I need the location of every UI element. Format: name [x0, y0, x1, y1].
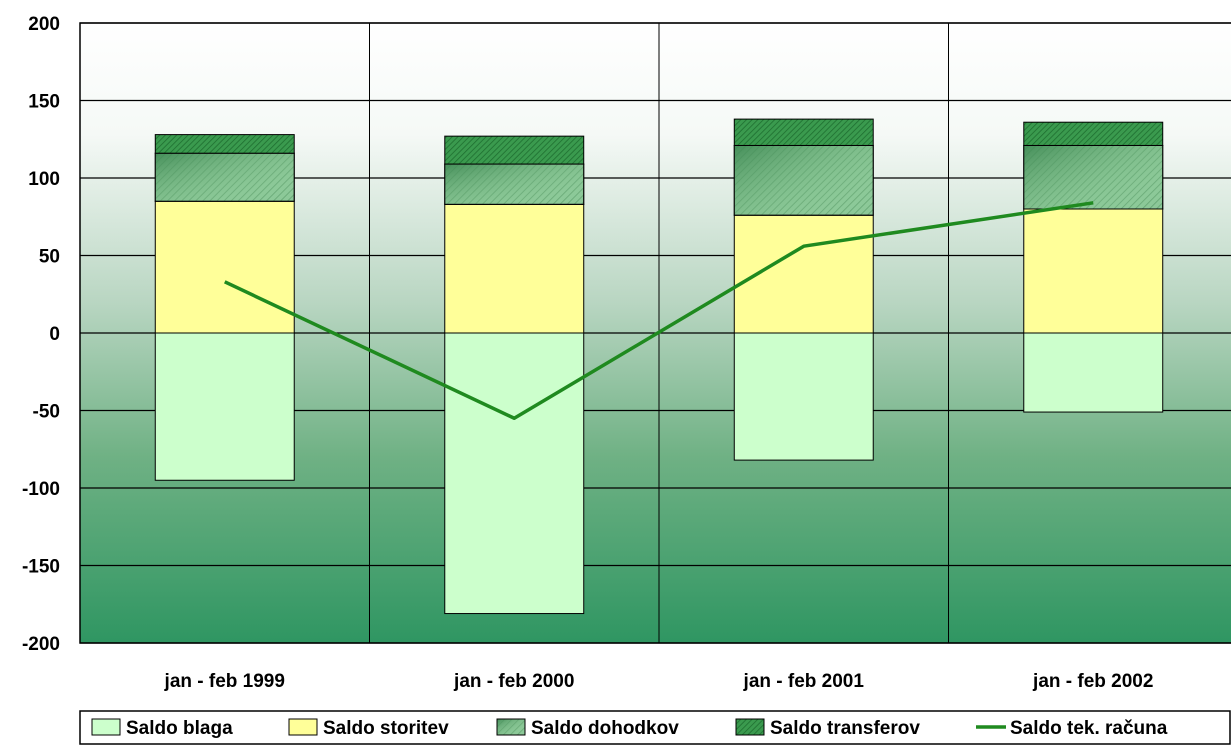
- bar-dohodkov-shade: [733, 144, 874, 216]
- legend-label: Saldo tek. računa: [1010, 718, 1168, 739]
- bar-transferov: [1023, 121, 1164, 146]
- legend-swatch-storitev: [288, 718, 318, 736]
- line-series: [224, 201, 1094, 420]
- bar-transferov: [733, 118, 874, 146]
- line-saldo-tek-racuna: [224, 201, 1094, 420]
- bar-storitev: [1023, 208, 1164, 334]
- bar-transferov: [444, 135, 585, 165]
- x-tick-label: jan - feb 2001: [743, 671, 865, 692]
- y-tick-label: -50: [33, 402, 60, 423]
- x-tick-label: jan - feb 2002: [1032, 671, 1153, 692]
- x-tick-label: jan - feb 2000: [453, 671, 574, 692]
- bar-dohodkov-shade: [1023, 144, 1164, 210]
- legend-swatch-dohodkov-shade: [496, 718, 526, 736]
- y-tick-label: 100: [28, 169, 60, 190]
- bar-transferov: [154, 134, 295, 154]
- y-tick-label: 50: [39, 247, 60, 268]
- x-axis: jan - feb 1999 jan - feb 2000 jan - feb 20…: [164, 671, 1154, 692]
- bar-blaga: [1023, 332, 1164, 413]
- bar-blaga: [154, 332, 295, 481]
- plot-border: [79, 22, 1231, 644]
- y-tick-label: 150: [28, 92, 60, 113]
- bars: [154, 118, 1164, 615]
- x-tick-label: jan - feb 1999: [164, 671, 285, 692]
- bar-storitev: [444, 203, 585, 334]
- legend: Saldo blaga Saldo storitev Saldo dohodkov S…: [79, 710, 1231, 745]
- y-tick-label: 0: [49, 324, 60, 345]
- y-axis: 200 150 100 50 0 -50 -100 -150 -200: [22, 14, 60, 655]
- legend-label: Saldo dohodkov: [531, 718, 679, 739]
- y-tick-label: -200: [22, 634, 60, 655]
- legend-label: Saldo transferov: [770, 718, 920, 739]
- y-tick-label: 200: [28, 14, 60, 35]
- y-tick-label: -100: [22, 479, 60, 500]
- legend-label: Saldo blaga: [126, 718, 233, 739]
- bar-blaga: [733, 332, 874, 461]
- legend-label: Saldo storitev: [323, 718, 449, 739]
- bar-storitev: [154, 200, 295, 334]
- legend-box: [79, 710, 1231, 745]
- legend-swatch-transferov: [735, 718, 765, 736]
- bar-dohodkov-shade: [154, 152, 295, 202]
- y-tick-label: -150: [22, 557, 60, 578]
- bar-blaga: [444, 332, 585, 615]
- bar-dohodkov-shade: [444, 163, 585, 205]
- legend-swatch-blaga: [91, 718, 121, 736]
